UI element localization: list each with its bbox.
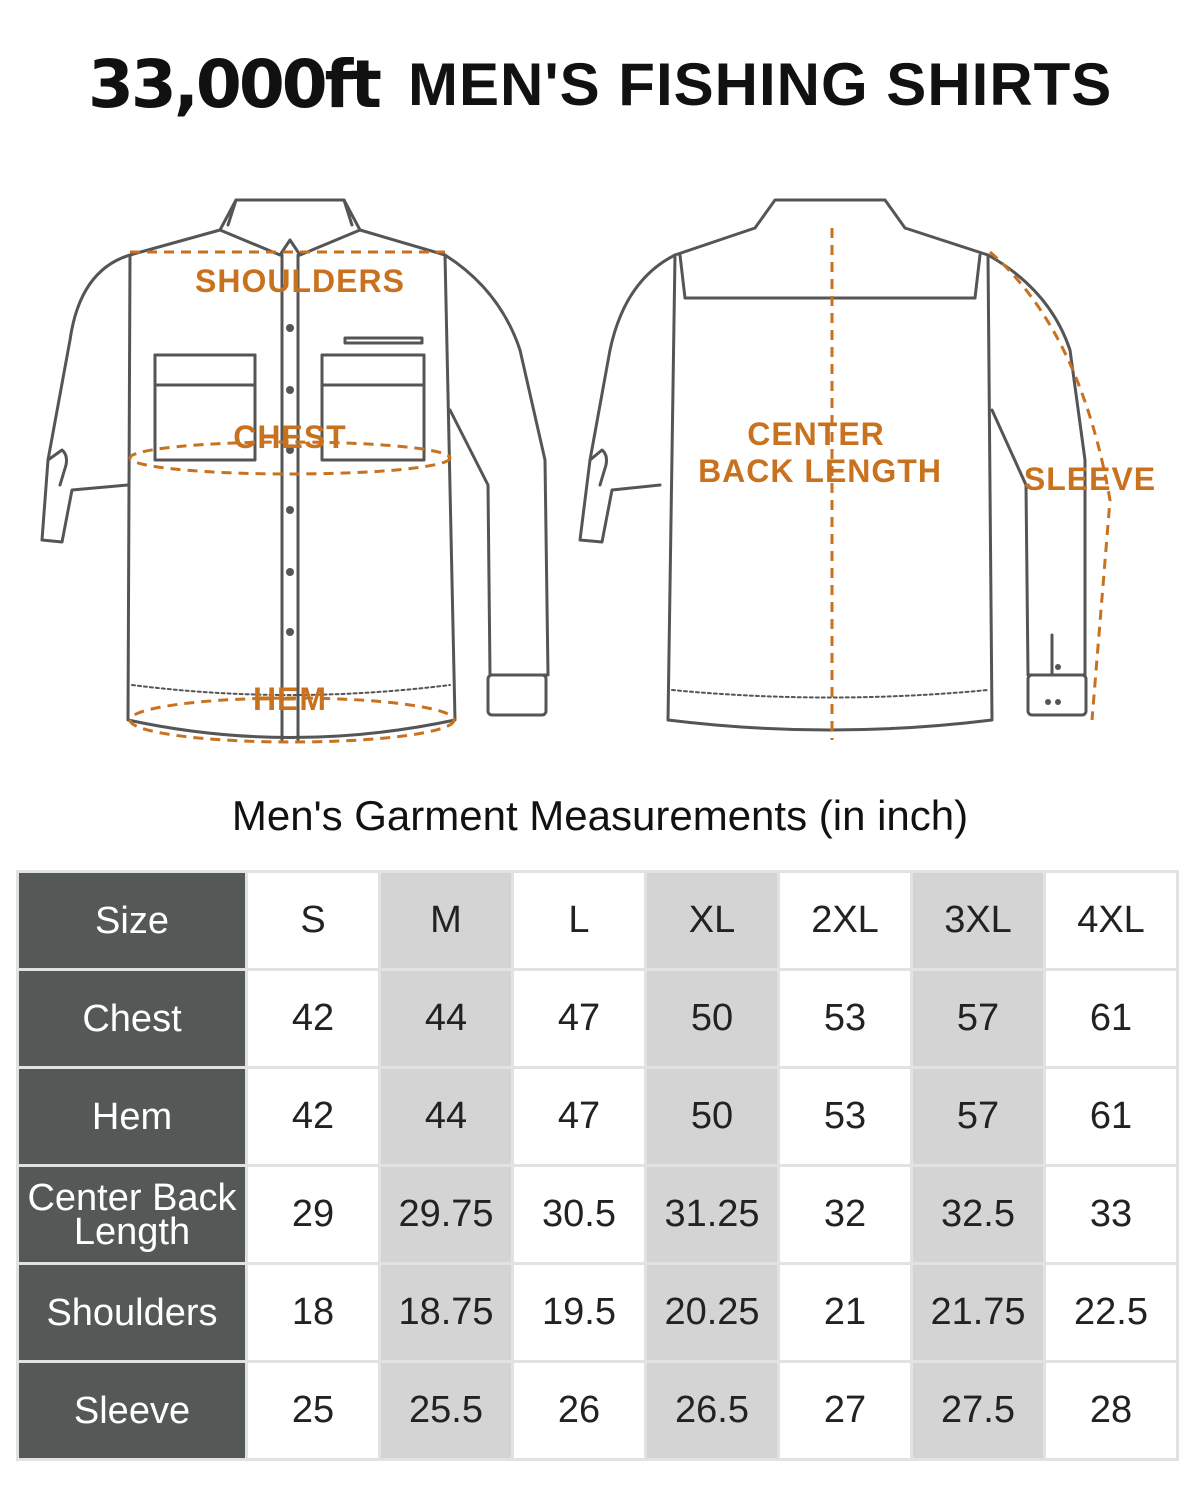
label-chest: CHEST [233, 419, 346, 455]
value-cell: 47 [511, 1066, 647, 1167]
value-cell: 32.5 [910, 1164, 1046, 1265]
value-cell: 31.25 [644, 1164, 780, 1265]
row-label-cell: Shoulders [16, 1262, 248, 1363]
table-row: Chest 42 44 47 50 53 57 61 [16, 968, 1179, 1069]
label-center: CENTER [747, 416, 885, 452]
row-label-cell: Hem [16, 1066, 248, 1167]
hem-guide [128, 696, 456, 744]
value-cell: 44 [378, 1066, 514, 1167]
value-cell: 47 [511, 968, 647, 1069]
shirt-diagram: SHOULDERS CHEST HEM CENTER BACK LENGTH S… [40, 198, 1156, 744]
value-cell: 42 [245, 968, 381, 1069]
front-shirt-outline [40, 198, 550, 742]
label-back-length: BACK LENGTH [698, 453, 942, 489]
table-row: Center Back Length 29 29.75 30.5 31.25 32 32.5… [16, 1164, 1179, 1265]
chest-guide [128, 440, 452, 476]
size-header-cell: Size [16, 870, 248, 971]
value-cell: 33 [1043, 1164, 1179, 1265]
size-cell: XL [644, 870, 780, 971]
back-shirt-outline [578, 198, 1088, 732]
value-cell: 53 [777, 968, 913, 1069]
value-cell: 29.75 [378, 1164, 514, 1265]
value-cell: 19.5 [511, 1262, 647, 1363]
value-cell: 26 [511, 1360, 647, 1461]
measurement-guides [128, 228, 1112, 744]
brand-logo: 33,000ft [88, 46, 382, 123]
size-cell: 3XL [910, 870, 1046, 971]
value-cell: 26.5 [644, 1360, 780, 1461]
value-cell: 42 [245, 1066, 381, 1167]
value-cell: 21.75 [910, 1262, 1046, 1363]
size-chart-table: Size S M L XL 2XL 3XL 4XL Chest 42 44 47 50 5… [16, 870, 1179, 1461]
value-cell: 32 [777, 1164, 913, 1265]
header: 33,000ft MEN'S FISHING SHIRTS [0, 40, 1200, 130]
page-title: MEN'S FISHING SHIRTS [408, 51, 1113, 118]
label-sleeve: SLEEVE [1024, 461, 1156, 497]
front-buttons [286, 324, 294, 636]
value-cell: 61 [1043, 968, 1179, 1069]
value-cell: 25.5 [378, 1360, 514, 1461]
value-cell: 18.75 [378, 1262, 514, 1363]
table-title: Men's Garment Measurements (in inch) [231, 792, 969, 839]
size-cell: 4XL [1043, 870, 1179, 971]
value-cell: 61 [1043, 1066, 1179, 1167]
value-cell: 27.5 [910, 1360, 1046, 1461]
value-cell: 28 [1043, 1360, 1179, 1461]
table-row: Hem 42 44 47 50 53 57 61 [16, 1066, 1179, 1167]
table-header-row: Size S M L XL 2XL 3XL 4XL [16, 870, 1179, 971]
label-hem: HEM [253, 681, 327, 717]
label-shoulders: SHOULDERS [195, 263, 405, 299]
row-label-cell: Sleeve [16, 1360, 248, 1461]
table-row: Sleeve 25 25.5 26 26.5 27 27.5 28 [16, 1360, 1179, 1461]
value-cell: 29 [245, 1164, 381, 1265]
value-cell: 57 [910, 1066, 1046, 1167]
row-label-cell: Chest [16, 968, 248, 1069]
size-cell: L [511, 870, 647, 971]
row-label-cell: Center Back Length [16, 1164, 248, 1265]
value-cell: 50 [644, 968, 780, 1069]
value-cell: 18 [245, 1262, 381, 1363]
table-row: Shoulders 18 18.75 19.5 20.25 21 21.75 22.5 [16, 1262, 1179, 1363]
value-cell: 44 [378, 968, 514, 1069]
value-cell: 50 [644, 1066, 780, 1167]
value-cell: 27 [777, 1360, 913, 1461]
value-cell: 21 [777, 1262, 913, 1363]
value-cell: 20.25 [644, 1262, 780, 1363]
size-cell: 2XL [777, 870, 913, 971]
size-cell: S [245, 870, 381, 971]
value-cell: 22.5 [1043, 1262, 1179, 1363]
value-cell: 53 [777, 1066, 913, 1167]
value-cell: 57 [910, 968, 1046, 1069]
value-cell: 30.5 [511, 1164, 647, 1265]
size-cell: M [378, 870, 514, 971]
value-cell: 25 [245, 1360, 381, 1461]
